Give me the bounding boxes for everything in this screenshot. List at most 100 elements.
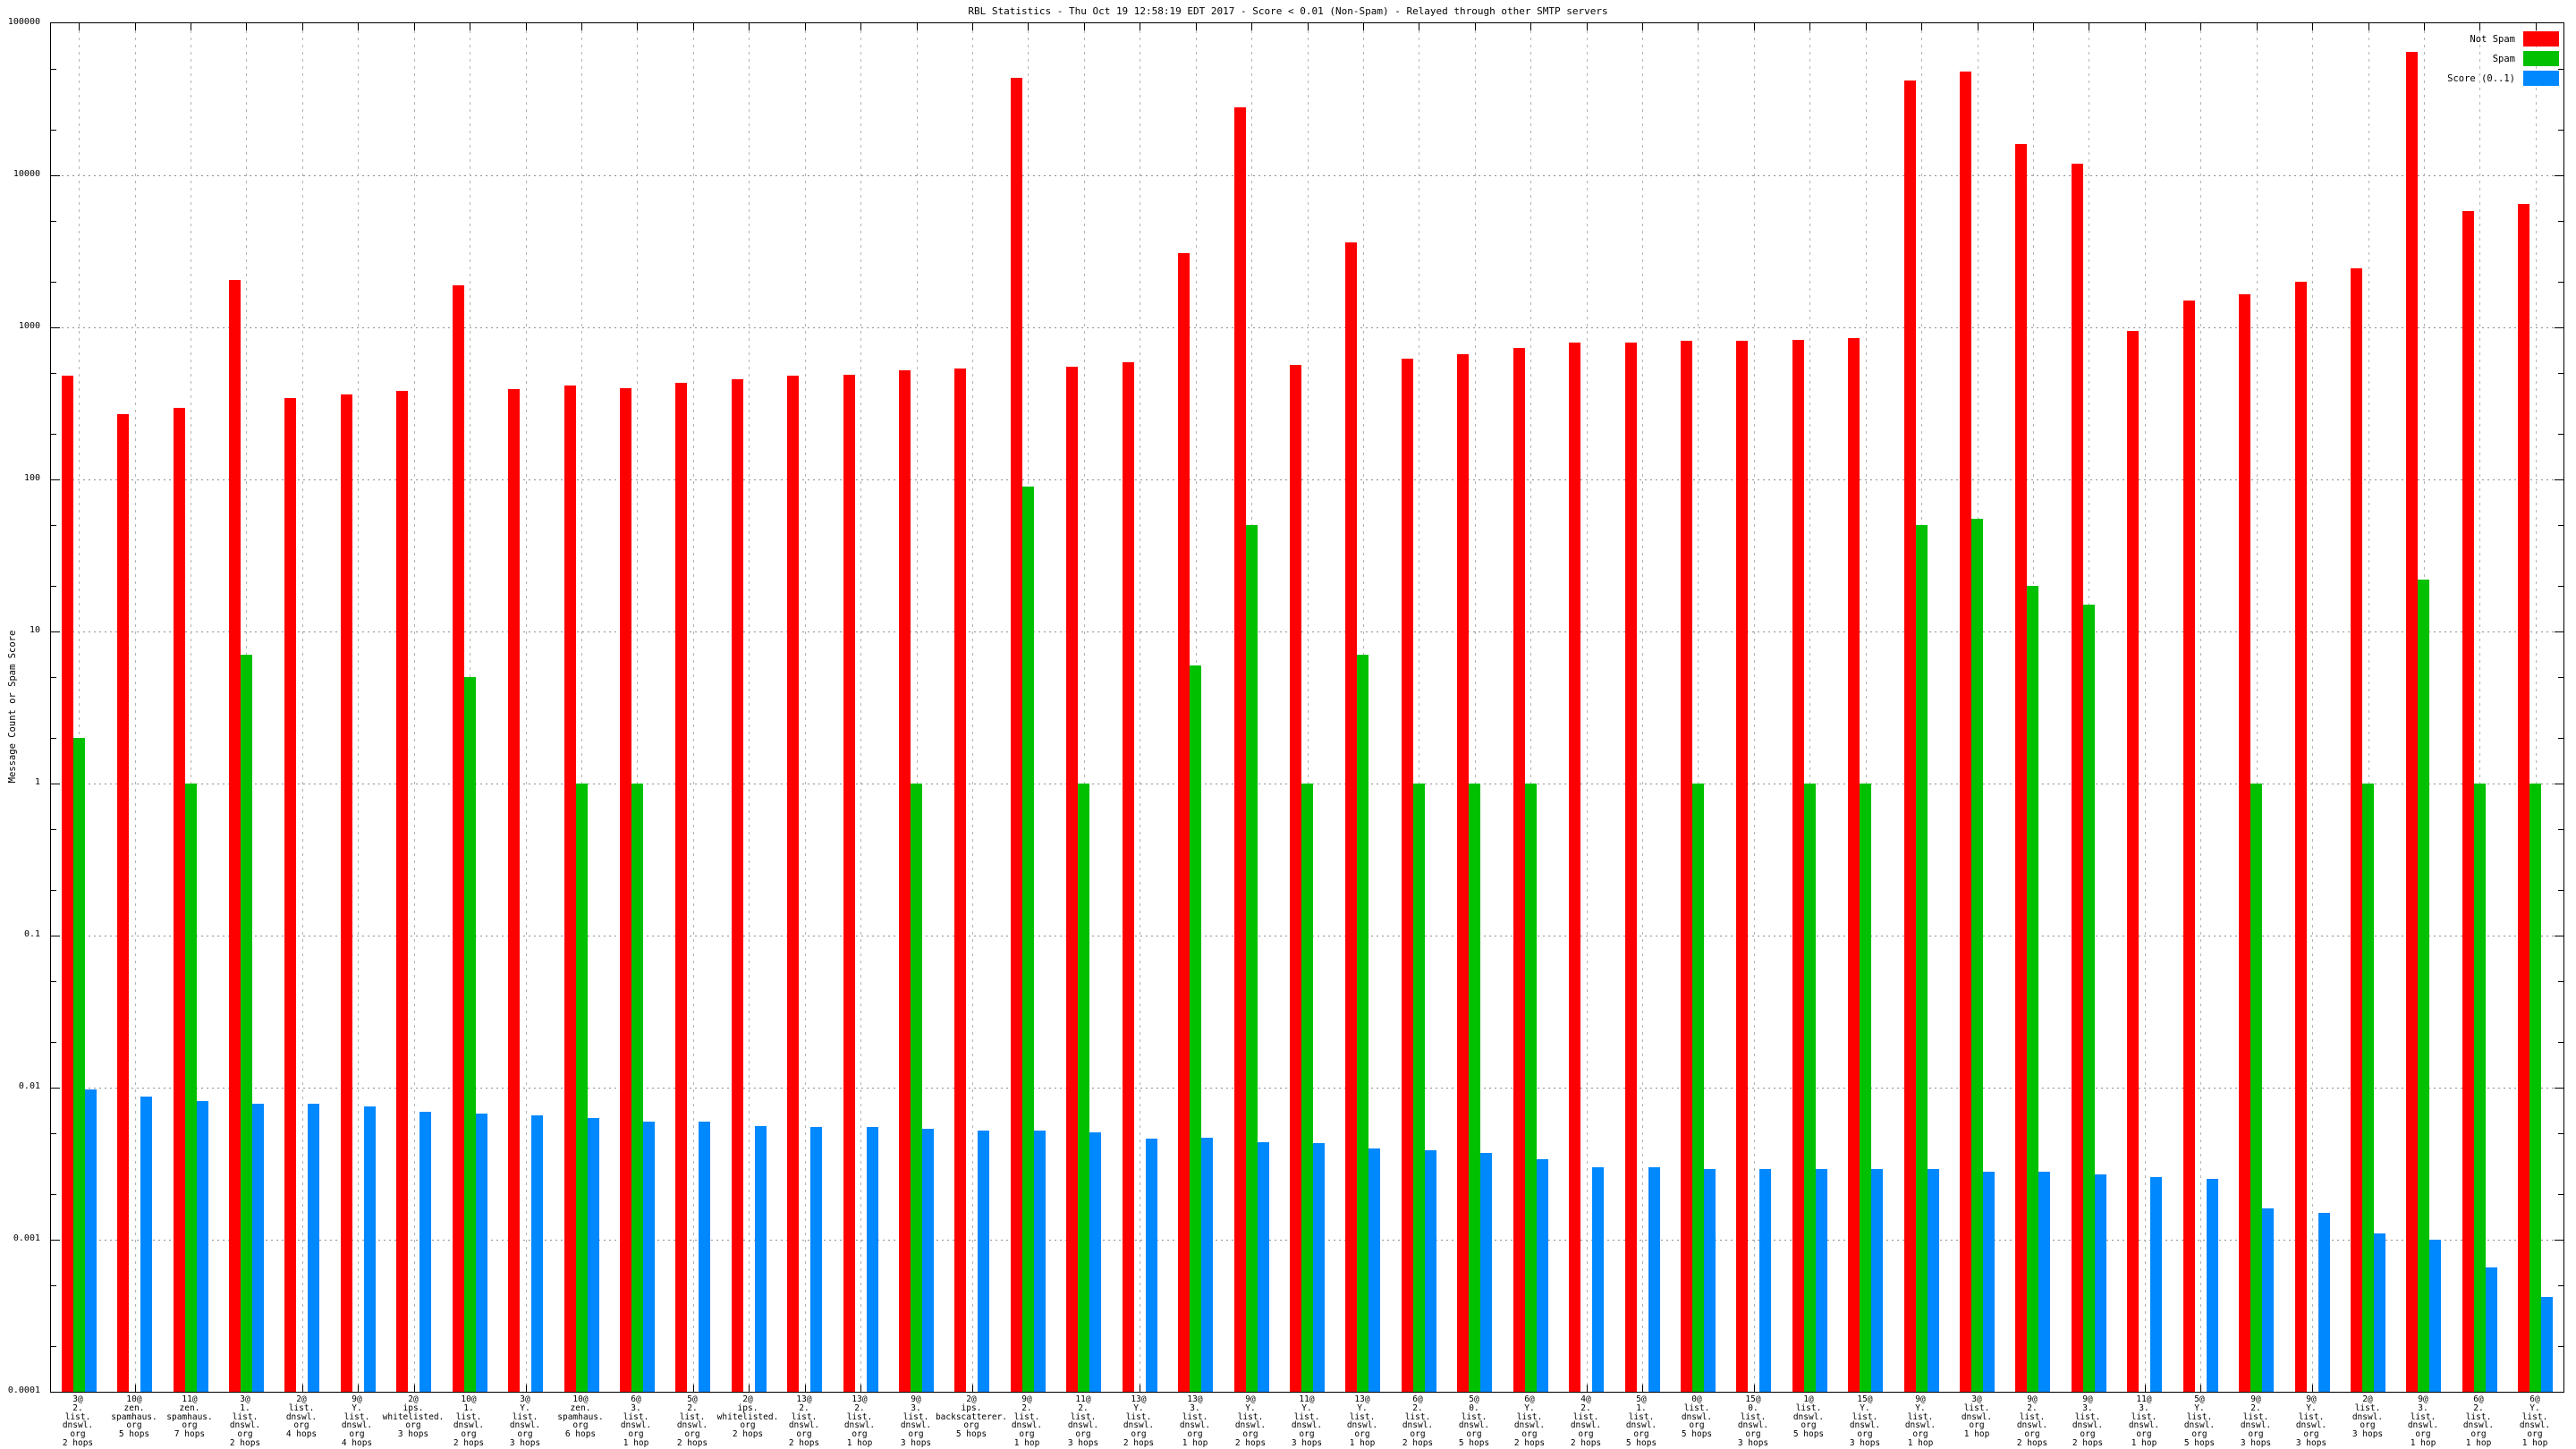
- legend-entry-not-spam: Not Spam: [2470, 31, 2559, 47]
- bar-not-spam: [787, 376, 799, 1392]
- bar-score-0-1-: [2262, 1208, 2274, 1392]
- v-gridline: [1642, 23, 1643, 1392]
- y-minor-tick-right: [2558, 586, 2563, 587]
- x-tick-bottom: [1642, 1385, 1643, 1392]
- bar-spam: [911, 784, 922, 1392]
- bar-score-0-1-: [1704, 1169, 1716, 1392]
- x-tick-top: [1587, 23, 1588, 30]
- h-gridline: [51, 631, 2563, 632]
- bar-not-spam: [2127, 330, 2139, 1392]
- v-gridline: [805, 23, 806, 1392]
- x-tick-label: 13@ 2. list. dnswl. org 2 hops: [788, 1394, 820, 1448]
- bar-not-spam: [954, 369, 966, 1392]
- x-tick-label: 2@ ips. backscatterer. org 5 hops: [935, 1394, 1008, 1440]
- bar-score-0-1-: [2207, 1179, 2218, 1392]
- x-tick-bottom: [414, 1385, 415, 1392]
- x-tick-top: [637, 23, 638, 30]
- x-tick-label: 13@ Y. list. dnswl. org 1 hop: [1346, 1394, 1378, 1448]
- bar-score-0-1-: [2541, 1297, 2553, 1392]
- y-minor-tick-right: [2558, 1194, 2563, 1195]
- y-major-tick-right: [2555, 1088, 2563, 1089]
- bar-score-0-1-: [1648, 1166, 1660, 1392]
- v-gridline: [637, 23, 638, 1392]
- bar-not-spam: [1178, 252, 1190, 1392]
- v-gridline: [1084, 23, 1085, 1392]
- score-swatch: [2523, 71, 2559, 86]
- bar-not-spam: [1960, 72, 1971, 1392]
- bar-not-spam: [1402, 359, 1413, 1392]
- bar-not-spam: [1792, 339, 1804, 1392]
- spam-swatch: [2523, 51, 2559, 66]
- bar-not-spam: [1904, 80, 1916, 1392]
- bar-score-0-1-: [2486, 1267, 2497, 1392]
- x-tick-bottom: [358, 1385, 359, 1392]
- y-major-tick-right: [2555, 1240, 2563, 1241]
- x-tick-top: [917, 23, 918, 30]
- bar-score-0-1-: [1983, 1172, 1995, 1392]
- bar-not-spam: [1123, 362, 1134, 1392]
- x-tick-label: 4@ 2. list. dnswl. org 2 hops: [1570, 1394, 1602, 1448]
- bar-score-0-1-: [2374, 1233, 2385, 1392]
- x-tick-label: 0@ list. dnswl. org 5 hops: [1681, 1394, 1713, 1440]
- bar-not-spam: [229, 280, 241, 1392]
- x-tick-label: 3@ 2. list. dnswl. org 2 hops: [62, 1394, 94, 1448]
- x-tick-bottom: [1587, 1385, 1588, 1392]
- bar-not-spam: [2518, 203, 2529, 1392]
- y-tick-label: 0.01: [18, 1081, 40, 1091]
- bar-score-0-1-: [867, 1127, 878, 1392]
- not-spam-swatch: [2523, 31, 2559, 47]
- x-tick-label: 1@ list. dnswl. org 5 hops: [1792, 1394, 1825, 1440]
- v-gridline: [2536, 23, 2537, 1392]
- x-tick-top: [1642, 23, 1643, 30]
- h-gridline: [51, 327, 2563, 328]
- bar-spam: [73, 737, 85, 1392]
- y-tick-label: 10: [29, 625, 40, 635]
- x-tick-label: 9@ 3. list. dnswl. org 1 hop: [2407, 1394, 2439, 1448]
- chart-title: RBL Statistics - Thu Oct 19 12:58:19 EDT…: [968, 5, 1608, 17]
- v-gridline: [414, 23, 415, 1392]
- y-minor-tick-left: [51, 829, 56, 830]
- x-tick-top: [358, 23, 359, 30]
- x-tick-top: [1028, 23, 1029, 30]
- bar-score-0-1-: [1034, 1131, 1046, 1392]
- bar-score-0-1-: [1089, 1131, 1101, 1392]
- x-tick-label: 9@ 2. list. dnswl. org 3 hops: [2240, 1394, 2272, 1448]
- bar-spam: [1301, 784, 1313, 1392]
- bar-spam: [2474, 784, 2486, 1392]
- x-tick-label: 3@ list. dnswl. org 1 hop: [1961, 1394, 1993, 1440]
- y-minor-tick-right: [2558, 981, 2563, 982]
- x-tick-label: 11@ Y. list. dnswl. org 3 hops: [1291, 1394, 1323, 1448]
- bar-spam: [1413, 784, 1425, 1392]
- x-tick-top: [1530, 23, 1531, 30]
- bar-not-spam: [2015, 144, 2027, 1392]
- bar-score-0-1-: [1368, 1148, 1380, 1392]
- y-tick-label: 1000: [18, 321, 40, 331]
- bar-not-spam: [899, 369, 911, 1392]
- bar-not-spam: [1736, 340, 1748, 1392]
- y-axis-tick-labels: 100000 10000 1000 100 10 1 0.1 0.01 0.001 0.0001: [0, 17, 45, 1395]
- y-tick-label: 1: [34, 777, 40, 787]
- bar-spam: [185, 784, 197, 1392]
- bar-not-spam: [2072, 163, 2083, 1392]
- v-gridline: [860, 23, 861, 1392]
- y-minor-tick-right: [2558, 373, 2563, 374]
- bar-not-spam: [1681, 340, 1692, 1392]
- x-tick-label: 5@ 0. list. dnswl. org 5 hops: [1458, 1394, 1490, 1448]
- x-tick-top: [1921, 23, 1922, 30]
- y-major-tick-left: [51, 631, 60, 632]
- x-tick-label: 5@ 2. list. dnswl. org 2 hops: [676, 1394, 708, 1448]
- x-tick-top: [414, 23, 415, 30]
- y-minor-tick-right: [2558, 130, 2563, 131]
- x-tick-bottom: [1754, 1385, 1755, 1392]
- bar-spam: [1971, 519, 1983, 1392]
- y-major-tick-right: [2555, 479, 2563, 480]
- x-tick-bottom: [2312, 1385, 2313, 1392]
- x-tick-label: 13@ 3. list. dnswl. org 1 hop: [1179, 1394, 1211, 1448]
- bar-not-spam: [117, 413, 129, 1392]
- v-gridline: [526, 23, 527, 1392]
- bar-not-spam: [2239, 294, 2250, 1392]
- y-minor-tick-right: [2558, 69, 2563, 70]
- bar-spam: [1190, 665, 1201, 1392]
- x-tick-label: 3@ 1. list. dnswl. org 2 hops: [229, 1394, 261, 1448]
